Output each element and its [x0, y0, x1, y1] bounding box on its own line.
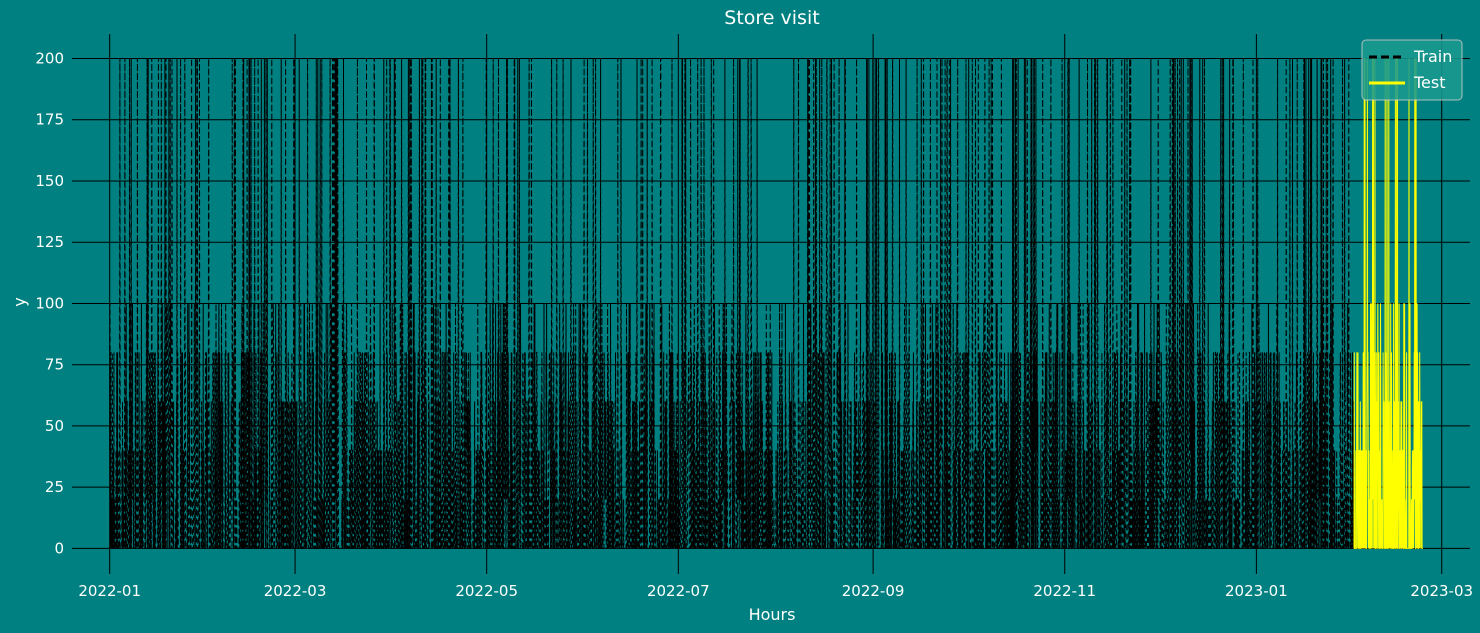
test-series-line — [1353, 58, 1423, 549]
y-tick-label: 50 — [45, 417, 64, 435]
y-tick-label: 25 — [45, 478, 64, 496]
train-series-line — [109, 58, 1354, 549]
y-tick-label: 175 — [35, 111, 64, 129]
x-axis-title: Hours — [749, 605, 796, 624]
y-tick-label: 150 — [35, 172, 64, 190]
legend-train-label: Train — [1413, 47, 1452, 66]
legend-test-label: Test — [1413, 73, 1446, 92]
x-axis-ticks: 2022-01 2022-03 2022-05 2022-07 2022-09 2022-… — [78, 582, 1473, 600]
x-tick-label: 2022-09 — [842, 582, 905, 600]
y-tick-label: 200 — [35, 49, 64, 67]
x-tick-label: 2023-03 — [1410, 582, 1473, 600]
x-tick-label: 2022-01 — [78, 582, 141, 600]
y-tick-label: 75 — [45, 356, 64, 374]
y-tick-label: 100 — [35, 294, 64, 312]
x-tick-label: 2022-03 — [264, 582, 327, 600]
chart-title: Store visit — [724, 7, 819, 29]
x-tick-label: 2022-07 — [647, 582, 710, 600]
y-axis-ticks: 0 25 50 75 100 125 150 175 200 — [35, 49, 64, 557]
y-axis-title: y — [10, 297, 29, 306]
train-series — [109, 58, 1354, 549]
x-tick-label: 2022-11 — [1033, 582, 1096, 600]
legend: Train Test — [1361, 39, 1463, 101]
legend-box — [1361, 39, 1463, 101]
x-tick-label: 2022-05 — [455, 582, 518, 600]
test-series — [1353, 58, 1423, 549]
x-tick-label: 2023-01 — [1225, 582, 1288, 600]
y-tick-label: 0 — [54, 539, 64, 557]
y-tick-label: 125 — [35, 233, 64, 251]
